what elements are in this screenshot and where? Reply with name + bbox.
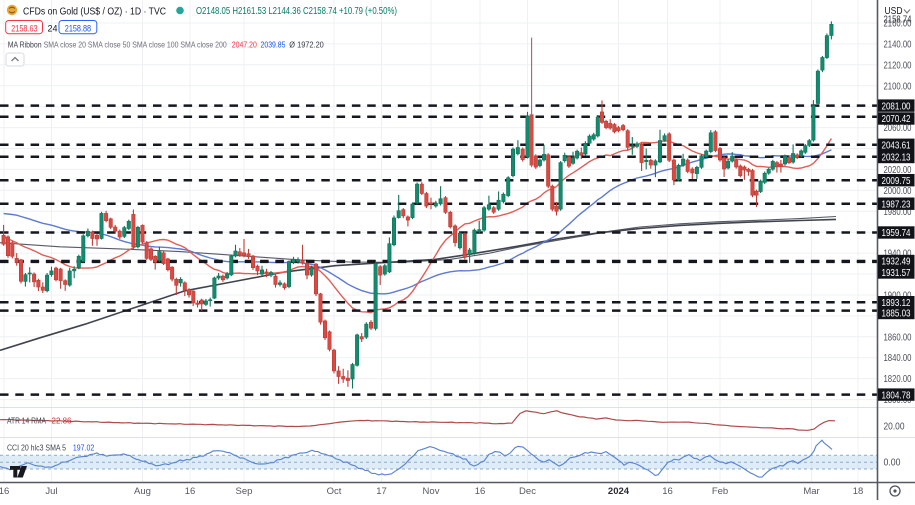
svg-text:2039.85: 2039.85 [261,40,286,50]
svg-text:16: 16 [475,486,486,497]
svg-text:18: 18 [853,486,864,497]
svg-text:O2148.05 H2161.53 L2144.36 C21: O2148.05 H2161.53 L2144.36 C2158.74 +10.… [196,6,397,17]
svg-text:1840.00: 1840.00 [884,352,912,364]
svg-text:Ø 1972.20: Ø 1972.20 [289,40,324,50]
svg-text:16: 16 [0,486,9,497]
svg-text:CFDs on Gold (US$ / OZ) · 1D ·: CFDs on Gold (US$ / OZ) · 1D · TVC [23,6,166,18]
svg-text:197.02: 197.02 [73,443,95,453]
svg-text:Sep: Sep [236,486,253,497]
svg-text:2160.00: 2160.00 [884,18,912,30]
svg-text:2081.00: 2081.00 [882,100,911,112]
svg-text:Nov: Nov [423,486,440,497]
svg-text:1893.12: 1893.12 [882,297,911,309]
svg-text:17: 17 [376,486,387,497]
svg-text:2060.00: 2060.00 [884,122,912,134]
svg-text:2120.00: 2120.00 [884,59,912,71]
svg-text:2140.00: 2140.00 [884,38,912,50]
svg-text:16: 16 [185,486,196,497]
svg-text:1820.00: 1820.00 [884,373,912,385]
svg-text:Aug: Aug [134,486,151,497]
svg-text:2032.13: 2032.13 [882,152,911,164]
svg-text:16: 16 [662,486,673,497]
svg-text:2100.00: 2100.00 [884,80,912,92]
svg-text:2020.00: 2020.00 [884,164,912,176]
svg-text:22.86: 22.86 [52,416,72,426]
svg-text:ATR 14 RMA: ATR 14 RMA [7,416,46,426]
svg-text:Oct: Oct [327,486,342,497]
svg-text:20.00: 20.00 [884,421,905,433]
svg-text:CCI 20 hlc3 SMA 5: CCI 20 hlc3 SMA 5 [7,443,66,453]
svg-text:1931.57: 1931.57 [882,267,911,279]
svg-text:2047.20: 2047.20 [232,40,257,50]
svg-text:2158.63: 2158.63 [11,23,37,33]
svg-text:Mar: Mar [803,486,819,497]
svg-text:2024: 2024 [608,486,630,497]
svg-text:24: 24 [48,23,58,33]
svg-text:1804.78: 1804.78 [882,389,911,401]
svg-text:1932.49: 1932.49 [882,256,911,268]
svg-text:1860.00: 1860.00 [884,331,912,343]
svg-text:Dec: Dec [519,486,536,497]
svg-text:2070.42: 2070.42 [882,113,911,125]
svg-text:0.00: 0.00 [884,457,901,469]
svg-text:2000.00: 2000.00 [884,185,912,197]
svg-text:1885.03: 1885.03 [882,308,911,320]
svg-text:2043.61: 2043.61 [882,140,911,152]
svg-text:2158.88: 2158.88 [65,23,91,33]
svg-text:1987.23: 1987.23 [882,198,911,210]
svg-text:2009.75: 2009.75 [882,175,911,187]
svg-text:1959.74: 1959.74 [882,227,911,239]
svg-text:USD: USD [885,5,903,17]
svg-text:2158.74: 2158.74 [884,14,912,26]
svg-text:MA Ribbon SMA close 20 SMA clo: MA Ribbon SMA close 20 SMA close 50 SMA … [8,40,227,50]
svg-text:Feb: Feb [712,486,728,497]
svg-text:Jul: Jul [45,486,57,497]
